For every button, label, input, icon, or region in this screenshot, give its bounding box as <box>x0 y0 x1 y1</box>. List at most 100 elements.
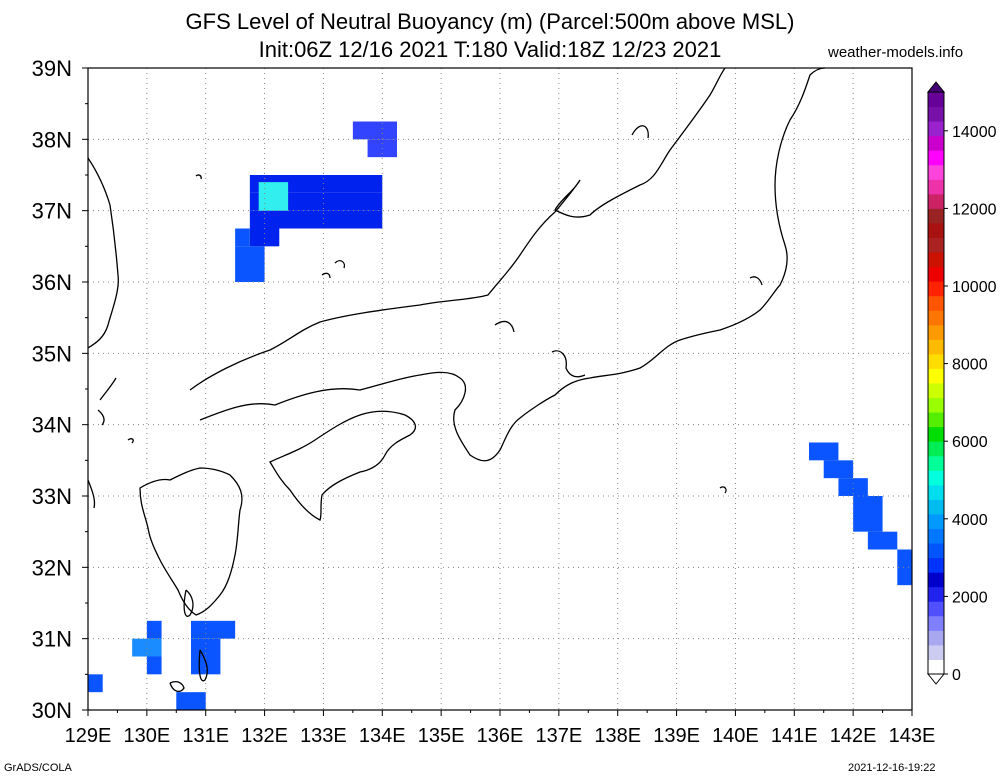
honshu-north-coast <box>189 67 726 391</box>
chart-title: GFS Level of Neutral Buoyancy (m) (Parce… <box>185 9 795 34</box>
colorbar-swatch <box>928 237 944 253</box>
lnb-cell <box>132 638 162 657</box>
colorbar-label: 14000 <box>952 124 997 141</box>
lon-label: 142E <box>830 725 877 747</box>
colorbar-swatch <box>928 135 944 151</box>
lon-label: 138E <box>594 725 641 747</box>
lnb-cell <box>352 121 397 140</box>
lnb-cell <box>867 531 898 550</box>
lat-label: 39N <box>32 56 72 81</box>
colorbar-swatch <box>928 383 944 399</box>
lnb-cell <box>853 496 883 532</box>
lnb-cell <box>838 478 868 496</box>
colorbar-label: 2000 <box>952 589 988 606</box>
lat-label: 34N <box>32 413 72 438</box>
colorbar-swatch <box>928 339 944 355</box>
colorbar-swatch <box>928 659 944 675</box>
colorbar-swatch <box>928 353 944 369</box>
lat-label: 32N <box>32 555 72 580</box>
lon-label: 143E <box>889 725 936 747</box>
colorbar-swatch <box>928 484 944 500</box>
lnb-cell <box>823 460 854 479</box>
colorbar-swatch <box>928 266 944 282</box>
colorbar-swatch <box>928 222 944 238</box>
colorbar-swatch <box>928 106 944 122</box>
islands <box>97 125 763 693</box>
lnb-cells <box>88 121 912 710</box>
lat-label: 36N <box>32 270 72 295</box>
colorbar-swatch <box>928 193 944 209</box>
lnb-cell <box>809 442 839 461</box>
colorbar-swatch <box>928 92 944 108</box>
colorbar-swatch <box>928 572 944 588</box>
colorbar-swatch <box>928 426 944 442</box>
lon-label: 131E <box>182 725 229 747</box>
lat-label: 38N <box>32 127 72 152</box>
colorbar-swatch <box>928 499 944 515</box>
korea-south-coast <box>87 479 96 509</box>
colorbar-label: 12000 <box>952 201 997 218</box>
colorbar-swatch <box>928 368 944 384</box>
colorbar-swatch <box>928 455 944 471</box>
colorbar-swatch <box>928 179 944 195</box>
colorbar-label: 6000 <box>952 434 988 451</box>
colorbar-swatch <box>928 586 944 602</box>
colorbar-swatch <box>928 412 944 428</box>
lat-label: 35N <box>32 341 72 366</box>
lnb-cell <box>897 549 912 586</box>
site-label: weather-models.info <box>828 44 964 61</box>
colorbar-swatch <box>928 441 944 457</box>
colorbar-swatch <box>928 601 944 617</box>
colorbar-top-triangle <box>926 81 946 93</box>
lon-label: 134E <box>359 725 406 747</box>
colorbar-swatch <box>928 615 944 631</box>
colorbar-label: 4000 <box>952 512 988 529</box>
coastlines <box>87 67 826 693</box>
lnb-cell <box>176 692 206 710</box>
colorbar-swatch <box>928 324 944 340</box>
lnb-cell <box>258 182 289 211</box>
colorbar-swatch <box>928 528 944 544</box>
footer-right-label: 2021-12-16-19:22 <box>848 762 936 774</box>
colorbar: 0 2000 4000 6000 8000 10000 12000 14000 <box>926 81 997 685</box>
lnb-cell <box>146 656 162 675</box>
chart-subtitle: Init:06Z 12/16 2021 T:180 Valid:18Z 12/2… <box>258 37 722 62</box>
colorbar-swatch <box>928 121 944 137</box>
colorbar-label: 8000 <box>952 357 988 374</box>
colorbar-bottom-triangle <box>926 673 946 685</box>
axis-labels: 129E 130E 131E 132E 133E 134E 135E 136E 137E 138E… <box>32 56 936 747</box>
colorbar-label: 10000 <box>952 279 997 296</box>
lat-label: 37N <box>32 199 72 224</box>
lat-label: 30N <box>32 698 72 723</box>
lnb-cell <box>191 620 236 639</box>
lon-label: 141E <box>771 725 818 747</box>
colorbar-swatch <box>928 513 944 529</box>
colorbar-swatch <box>928 397 944 413</box>
korea-coast <box>87 157 119 349</box>
colorbar-label: 0 <box>952 667 961 684</box>
lon-label: 129E <box>65 725 112 747</box>
lnb-cell <box>88 674 103 693</box>
lon-label: 133E <box>300 725 347 747</box>
footer-left-label: GrADS/COLA <box>4 762 72 774</box>
colorbar-swatch <box>928 295 944 311</box>
grid-lines <box>88 68 912 710</box>
colorbar-swatch <box>928 310 944 326</box>
lat-label: 31N <box>32 627 72 652</box>
colorbar-swatch <box>928 281 944 297</box>
lnb-cell <box>235 246 265 282</box>
colorbar-swatch <box>928 150 944 166</box>
lon-label: 135E <box>418 725 465 747</box>
lon-label: 140E <box>712 725 759 747</box>
lnb-cell <box>146 620 162 639</box>
lon-label: 136E <box>477 725 524 747</box>
colorbar-swatch <box>928 252 944 268</box>
colorbar-swatch <box>928 557 944 573</box>
lat-label: 33N <box>32 484 72 509</box>
lnb-cell <box>249 228 280 247</box>
lnb-cell <box>235 228 250 247</box>
colorbar-swatch <box>928 164 944 180</box>
colorbar-swatch <box>928 208 944 224</box>
lon-label: 139E <box>653 725 700 747</box>
